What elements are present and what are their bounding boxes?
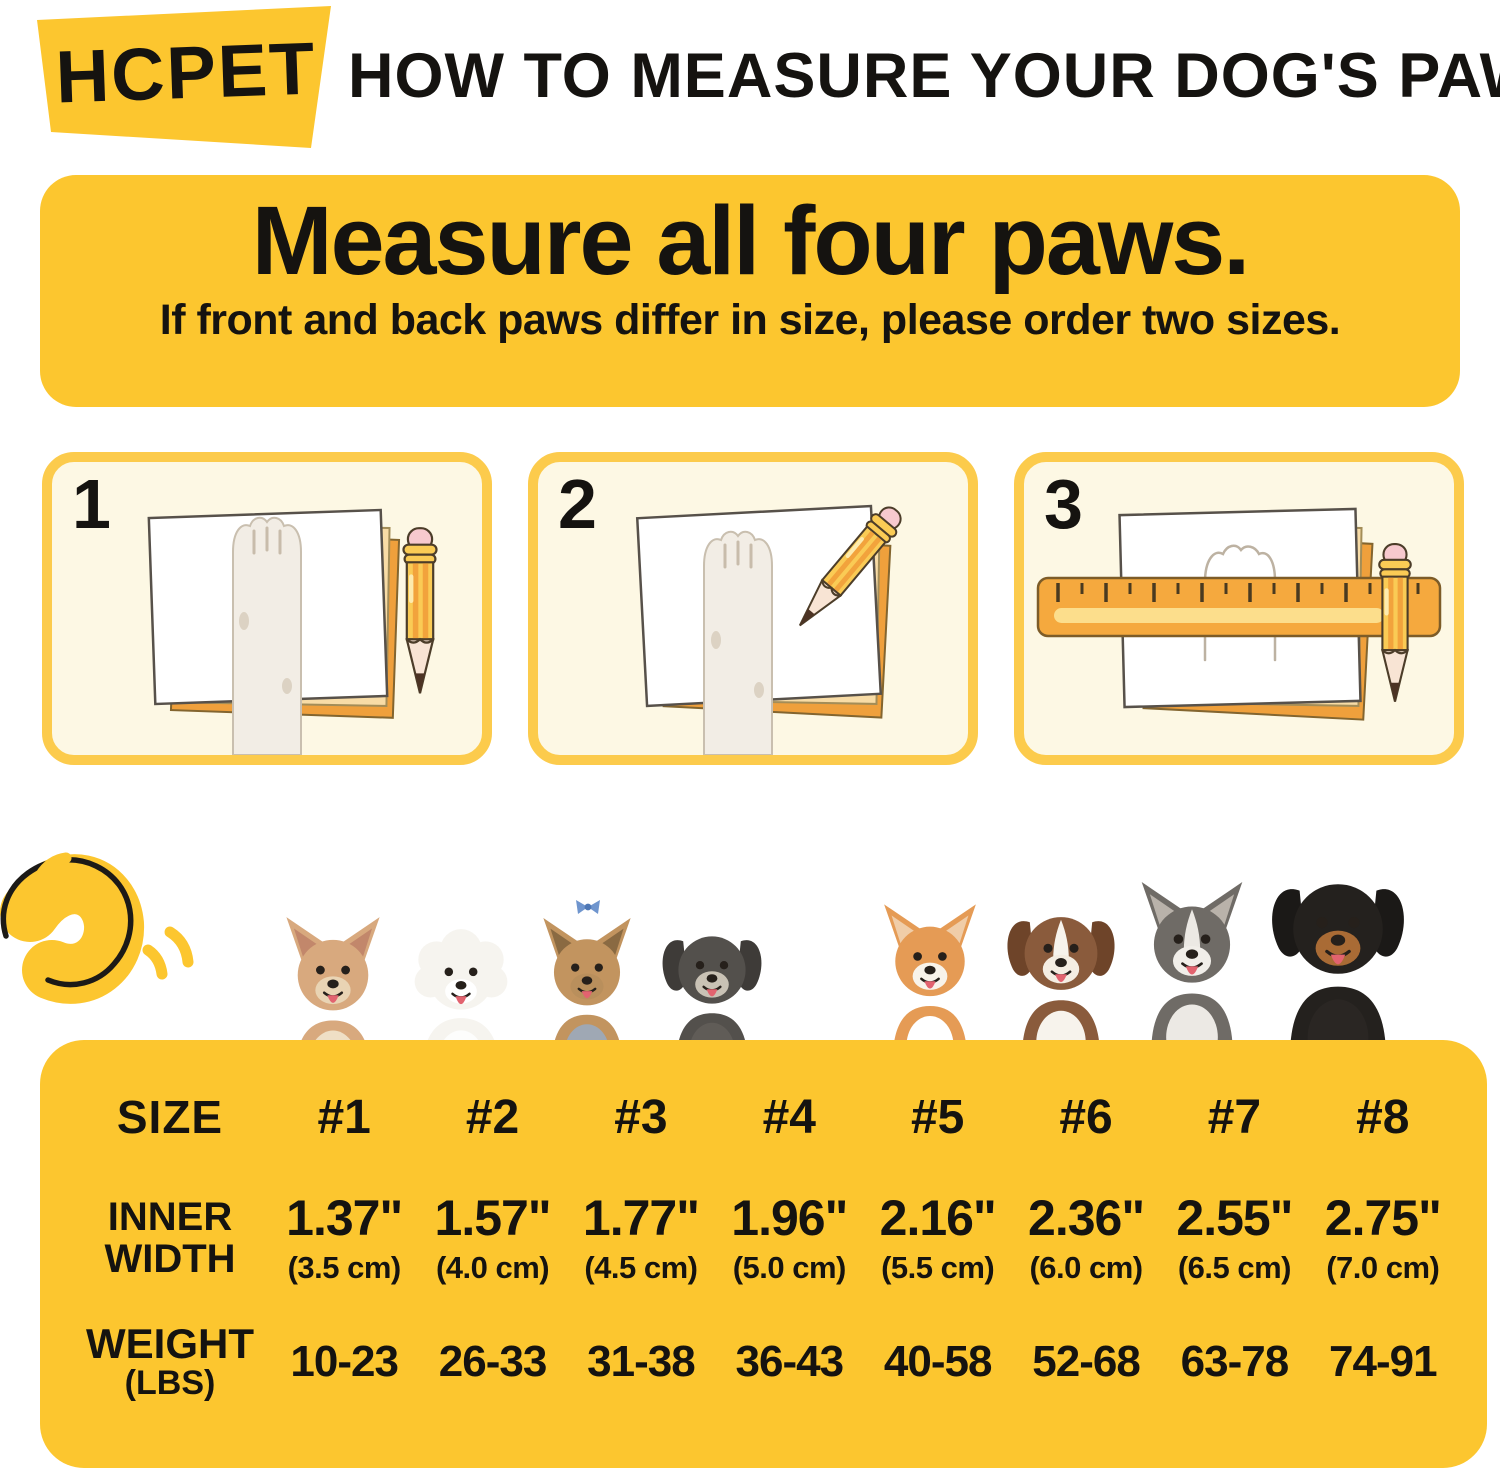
step-card-2: 2 — [528, 452, 978, 765]
paw-on-paper-illustration — [147, 508, 438, 755]
size-col-2: #2 — [465, 1091, 520, 1144]
size-col-6: #6 — [1059, 1091, 1113, 1144]
weight-row: WEIGHT (LBS) 10-23 26-33 31-38 36-43 40-… — [70, 1320, 1457, 1403]
weight-row-label: WEIGHT (LBS) — [86, 1320, 254, 1403]
inner-width-col-7: 2.55" (6.5 cm) — [1176, 1190, 1293, 1285]
inner-width-col-2: 1.57" (4.0 cm) — [434, 1190, 552, 1285]
weight-col-6: 52-68 — [1032, 1336, 1141, 1386]
inner-width-col-5: 2.16" (5.5 cm) — [879, 1190, 997, 1285]
banner-subheadline: If front and back paws differ in size, p… — [159, 295, 1341, 344]
size-row-label: SIZE — [116, 1091, 224, 1144]
step-card-3: 3 — [1014, 452, 1464, 765]
step-number: 3 — [1044, 465, 1083, 543]
size-col-8: #8 — [1356, 1091, 1410, 1144]
page-title: HOW TO MEASURE YOUR DOG'S PAWS — [348, 41, 1500, 111]
pencil-tracing-paw-illustration — [635, 499, 909, 755]
inner-width-col-3: 1.77" (4.5 cm) — [582, 1190, 700, 1285]
inner-width-col-8: 2.75" (7.0 cm) — [1324, 1190, 1442, 1285]
weight-col-5: 40-58 — [883, 1336, 993, 1386]
banner-headline: Measure all four paws. — [251, 186, 1250, 295]
weight-col-8: 74-91 — [1329, 1336, 1438, 1386]
step-number: 2 — [558, 465, 597, 543]
measuring-steps: 1 2 — [42, 452, 1464, 765]
size-col-5: #5 — [910, 1091, 965, 1144]
inner-width-col-6: 2.36" (6.0 cm) — [1028, 1190, 1145, 1285]
inner-width-row-label: INNER WIDTH — [104, 1194, 236, 1281]
size-row: SIZE #1 #2 #3 #4 #5 #6 #7 #8 — [70, 1090, 1457, 1145]
size-col-1: #1 — [317, 1091, 371, 1144]
inner-width-row: INNER WIDTH 1.37" (3.5 cm) 1.57" (4.0 cm) … — [70, 1189, 1457, 1286]
inner-width-col-1: 1.37" (3.5 cm) — [286, 1190, 403, 1285]
instruction-banner: Measure all four paws. If front and back… — [40, 175, 1460, 407]
step-number: 1 — [72, 465, 111, 543]
size-col-7: #7 — [1207, 1091, 1262, 1144]
brand-logo: HCPET — [35, 4, 337, 150]
weight-col-3: 31-38 — [587, 1336, 696, 1386]
inner-width-col-4: 1.96" (5.0 cm) — [731, 1190, 848, 1285]
size-col-3: #3 — [614, 1091, 668, 1144]
size-chart-panel: SIZE #1 #2 #3 #4 #5 #6 #7 #8 INNER WIDTH… — [40, 1040, 1487, 1468]
logo-background-shape — [37, 6, 331, 148]
ruler-measuring-illustration — [1036, 507, 1442, 721]
weight-col-1: 10-23 — [290, 1336, 399, 1386]
weight-col-2: 26-33 — [438, 1336, 548, 1386]
size-col-4: #4 — [762, 1091, 816, 1144]
brand-logo-text: HCPET — [54, 26, 318, 119]
weight-col-4: 36-43 — [735, 1336, 845, 1386]
ruler-icon — [1036, 576, 1442, 638]
weight-col-7: 63-78 — [1180, 1336, 1290, 1386]
paw-squiggle-decoration — [0, 852, 194, 1004]
hair-bow-icon — [576, 900, 600, 914]
step-card-1: 1 — [42, 452, 492, 765]
